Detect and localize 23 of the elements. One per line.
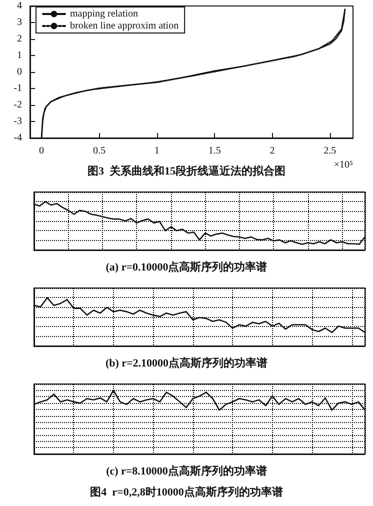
legend-label: mapping relation (70, 8, 138, 20)
y-tick-label: 1 (17, 50, 22, 61)
y-tick-label: -1 (14, 83, 22, 94)
caption: 图4 r=0,2,8时10000点高斯序列的功率谱 (90, 486, 283, 498)
x-axis-title: ×10⁵ (334, 160, 353, 170)
text: (c) r=8.10000点高斯序列的功率谱 (106, 464, 267, 478)
x-tick-label: 1.5 (208, 146, 221, 156)
y-tick-label: 3 (17, 17, 22, 28)
y-tick-label: 4 (17, 0, 22, 12)
y-tick-label: -2 (14, 100, 22, 110)
x-tick-label: 2.5 (324, 146, 336, 156)
x-tick-label: 0 (39, 146, 44, 156)
y-tick-label: -4 (14, 132, 22, 144)
text: (b) r=2.10000点高斯序列的功率谱 (105, 356, 268, 370)
y-tick-label: 2 (17, 34, 22, 44)
y-tick-label: 0 (17, 66, 22, 78)
text: (a) r=0.10000点高斯序列的功率谱 (106, 260, 268, 274)
text: 图3 关系曲线和15段折线逼近法的拟合图 (88, 164, 286, 178)
x-tick-label: 0.5 (92, 146, 106, 156)
legend-label: broken line approxim ation (70, 20, 179, 32)
x-tick-label: 2 (270, 146, 275, 156)
x-tick-label: 1 (154, 146, 160, 156)
y-tick-label: -3 (14, 116, 22, 127)
